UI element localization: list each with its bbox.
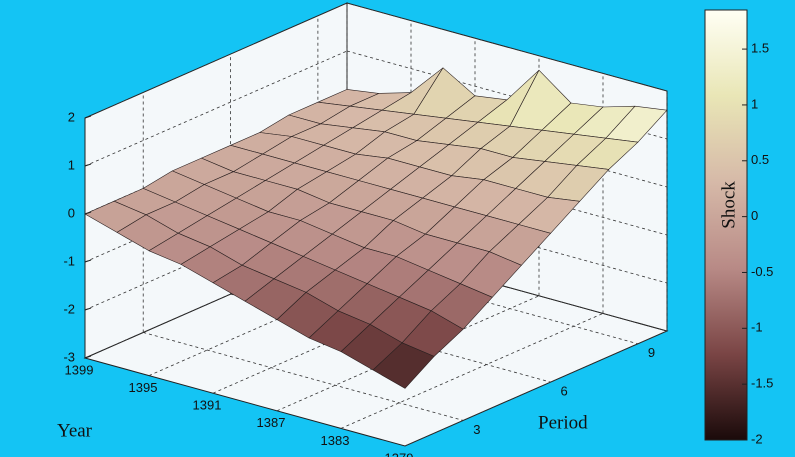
z-tick-label: -3: [63, 349, 75, 364]
colorbar-scale: [704, 9, 748, 441]
y-tick-label: 6: [561, 384, 568, 399]
z-tick-label: 1: [68, 157, 75, 172]
grid-line: [346, 2, 668, 92]
z-tick: [84, 259, 92, 263]
surface-patch: [372, 342, 435, 389]
z-tick: [84, 163, 92, 167]
x-tick-label: 1399: [65, 362, 94, 377]
z-tick: [84, 115, 92, 119]
x-tick-label: 1391: [193, 398, 222, 413]
z-tick: [84, 211, 92, 215]
surface: [84, 67, 668, 389]
colorbar-label: Shock: [718, 181, 739, 229]
colorbar-tick-label: 1: [751, 96, 758, 111]
colorbar: -2 -1.5 -1 -0.5 0 0.5 1 1.5: [704, 9, 773, 446]
colorbar-tick-label: 0: [751, 208, 758, 223]
z-tick: [84, 355, 92, 359]
colorbar-tick-label: -1: [751, 320, 763, 335]
x-axis-label: Year: [57, 420, 93, 441]
z-tick: [84, 307, 92, 311]
x-tick-label: 1395: [129, 380, 158, 395]
tick-labels: 2 1 0 -1 -2 -3 1379 1383 1387 1391 1395 1399 3 6 9: [63, 109, 655, 457]
colorbar-tick-label: 1.5: [751, 41, 769, 56]
z-tick-label: -1: [63, 253, 75, 268]
z-tick-label: 0: [68, 205, 75, 220]
y-tick-label: 9: [648, 345, 655, 360]
colorbar-tick-label: -0.5: [751, 264, 773, 279]
y-tick-label: 3: [473, 422, 480, 437]
z-tick-label: -2: [63, 301, 75, 316]
x-tick-label: 1383: [321, 433, 350, 448]
colorbar-tick-label: -2: [751, 431, 763, 446]
y-axis-label: Period: [538, 412, 588, 433]
x-tick-label: 1379: [385, 450, 414, 457]
colorbar-tick-label: 0.5: [751, 152, 769, 167]
x-tick-label: 1387: [257, 415, 286, 430]
z-tick-label: 2: [68, 109, 75, 124]
colorbar-tick-label: -1.5: [751, 376, 773, 391]
grid-line: [143, 332, 464, 421]
